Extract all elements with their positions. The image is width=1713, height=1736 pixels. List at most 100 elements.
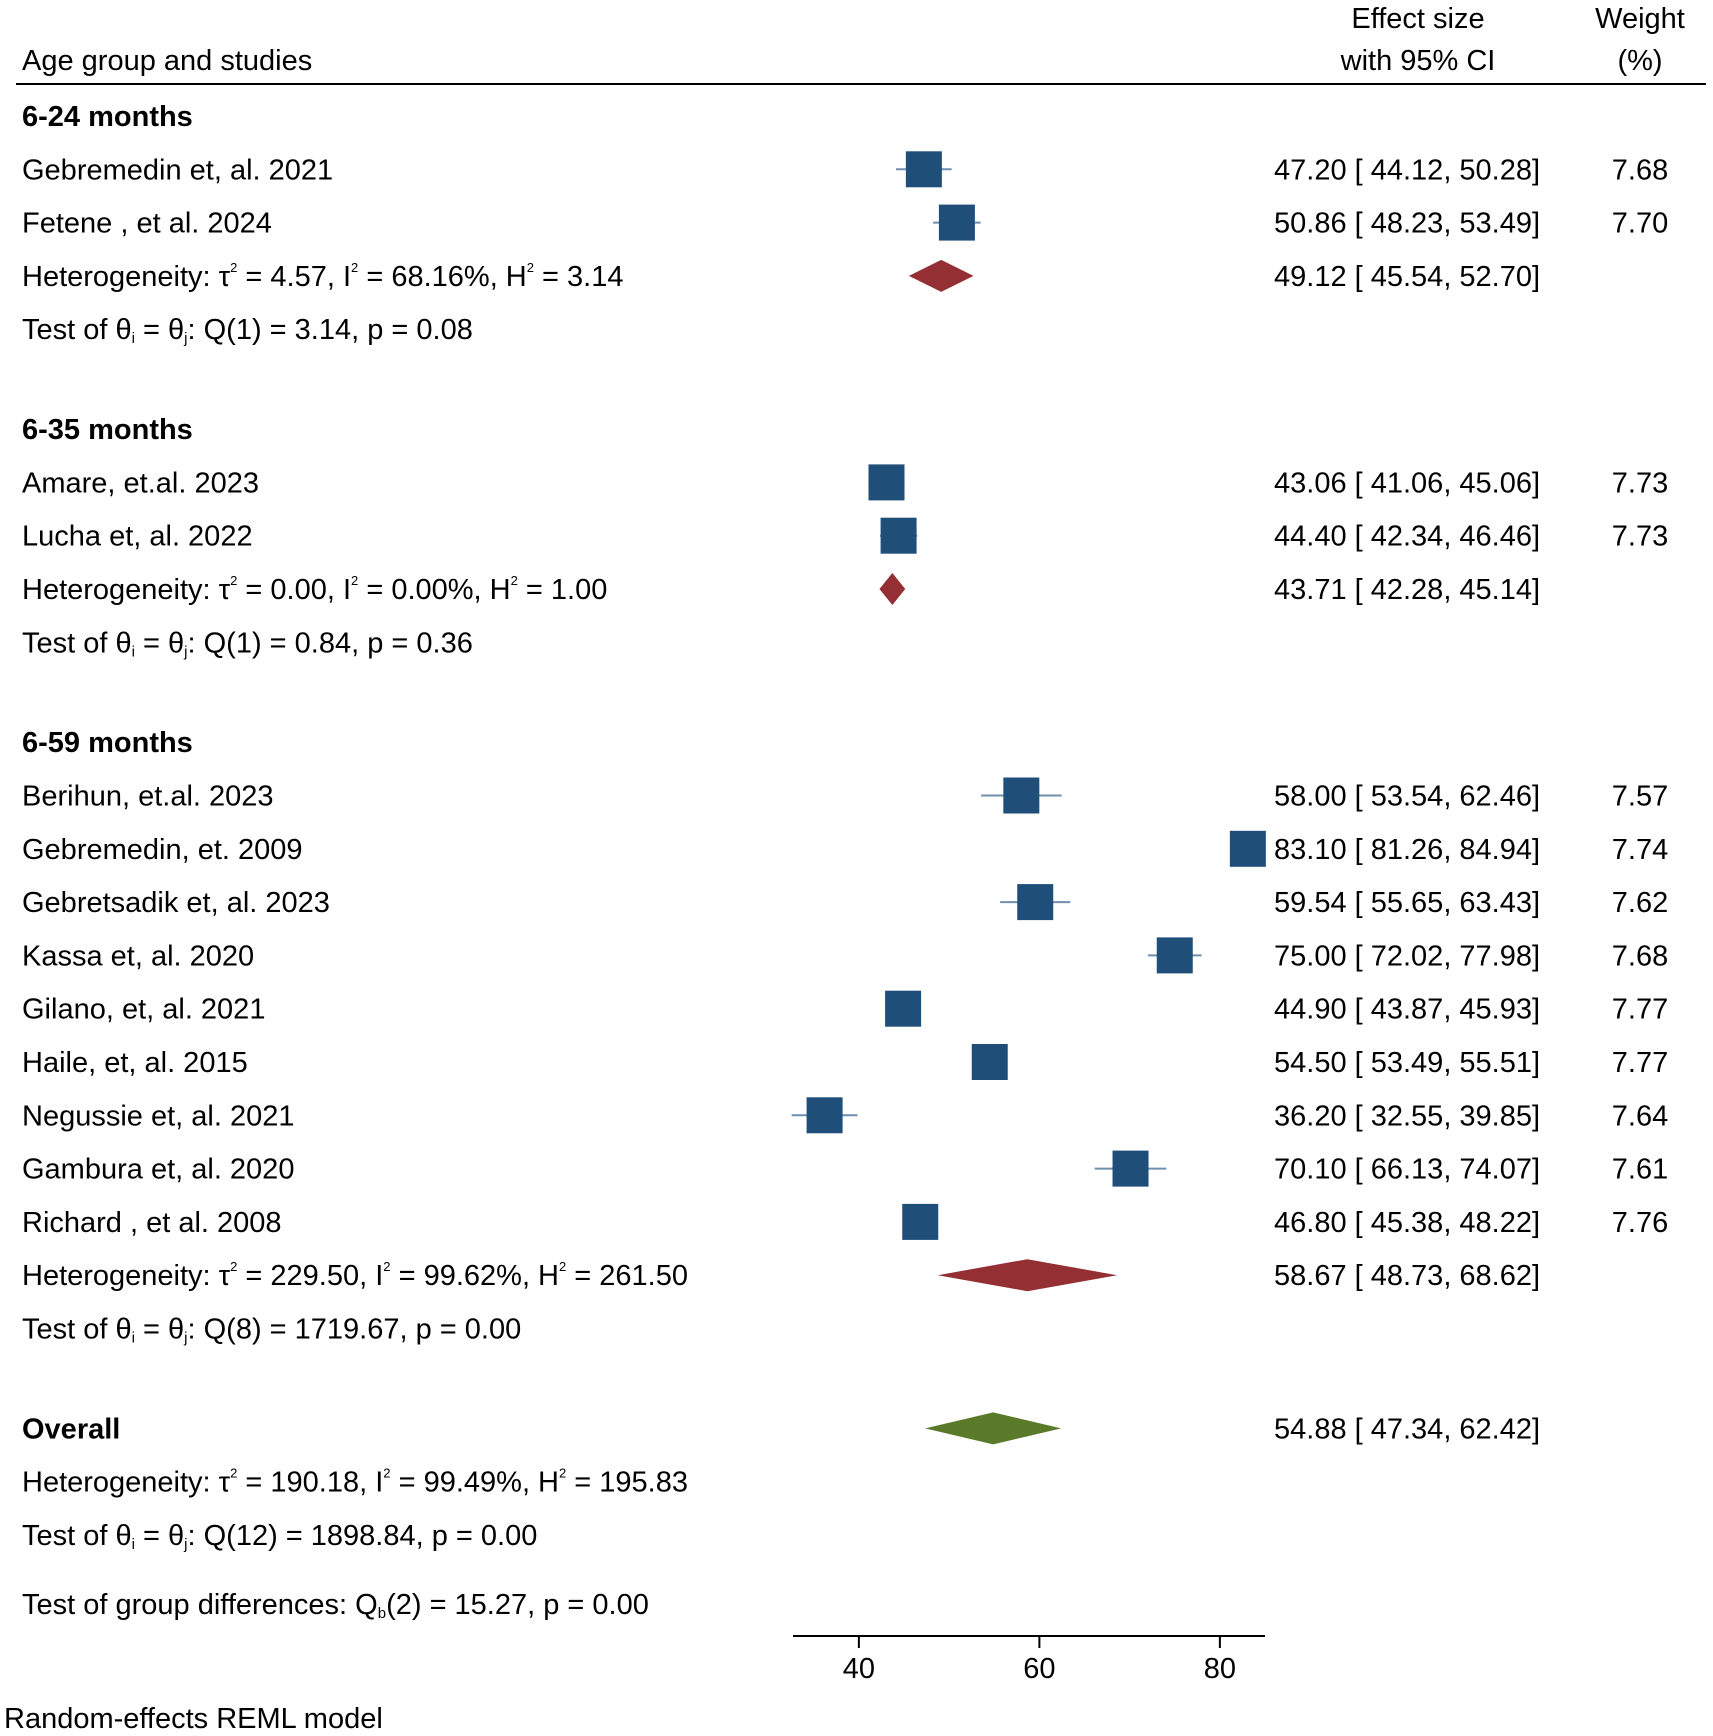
group-heterogeneity: Heterogeneity: τ2 = 0.00, I2 = 0.00%, H2… (22, 573, 607, 606)
study-effect-box (868, 464, 905, 501)
group-test: Test of θi = θj: Q(1) = 3.14, p = 0.08 (22, 314, 473, 347)
test-prefix: Test of θ (22, 1314, 132, 1346)
test-rest: : Q(12) = 1898.84, p = 0.00 (188, 1520, 538, 1552)
overall-test: Test of θi = θj: Q(12) = 1898.84, p = 0.… (22, 1520, 537, 1553)
study-effect-box (905, 151, 942, 188)
overall-ci-text: 54.88 [ 47.34, 62.42] (1274, 1413, 1540, 1445)
superscript-2: 2 (511, 573, 518, 588)
study-effect-box (885, 990, 922, 1027)
het-i2: = 68.16%, H (358, 261, 526, 293)
subscript-i: i (132, 1330, 135, 1347)
study-weight: 7.70 (1612, 208, 1668, 240)
superscript-2: 2 (527, 260, 534, 275)
superscript-2: 2 (230, 260, 237, 275)
het-prefix: Heterogeneity: τ (22, 574, 231, 606)
superscript-2: 2 (230, 573, 237, 588)
het-h2: = 195.83 (566, 1467, 688, 1499)
group-differences-test: Test of group differences: Qb(2) = 15.27… (22, 1589, 649, 1622)
forest-rows: 6-24 months Gebremedin et, al. 2021 47.20 … (22, 101, 1668, 1685)
test-rest: : Q(8) = 1719.67, p = 0.00 (188, 1314, 522, 1346)
study-effect-box (1156, 937, 1193, 974)
subgroup-ci-text: 49.12 [ 45.54, 52.70] (1274, 261, 1540, 293)
test-eq: = θ (135, 1520, 184, 1552)
overall-label: Overall (22, 1413, 120, 1445)
study-name: Amare, et.al. 2023 (22, 467, 259, 499)
test-prefix: Test of θ (22, 314, 132, 346)
superscript-2: 2 (559, 1259, 566, 1274)
study-weight: 7.77 (1612, 994, 1668, 1026)
test-prefix: Test of θ (22, 1520, 132, 1552)
subgroup-diamond (879, 573, 906, 605)
study-weight: 7.61 (1612, 1154, 1668, 1186)
study-name: Gebretsadik et, al. 2023 (22, 887, 330, 919)
subscript-j: j (183, 1330, 187, 1347)
study-ci-text: 70.10 [ 66.13, 74.07] (1274, 1154, 1540, 1186)
study-ci-text: 44.40 [ 42.34, 46.46] (1274, 521, 1540, 553)
study-name: Richard , et al. 2008 (22, 1207, 282, 1239)
x-axis-tick-label: 80 (1204, 1653, 1236, 1685)
group-label: 6-24 months (22, 101, 193, 133)
subscript-i: i (132, 1536, 135, 1553)
study-name: Lucha et, al. 2022 (22, 521, 253, 553)
header-study-column: Age group and studies (22, 45, 312, 77)
study-weight: 7.57 (1612, 781, 1668, 813)
study-weight: 7.76 (1612, 1207, 1668, 1239)
test-eq: = θ (135, 1314, 184, 1346)
header-effect-line2: with 95% CI (1340, 45, 1496, 77)
het-h2: = 3.14 (534, 261, 624, 293)
superscript-2: 2 (559, 1466, 566, 1481)
het-i2: = 99.62%, H (391, 1260, 559, 1292)
het-i2: = 0.00%, H (358, 574, 510, 606)
model-note: Random-effects REML model (4, 1703, 383, 1735)
het-tau2: = 4.57, I (237, 261, 351, 293)
overall-heterogeneity: Heterogeneity: τ2 = 190.18, I2 = 99.49%,… (22, 1466, 688, 1499)
study-ci-text: 36.20 [ 32.55, 39.85] (1274, 1100, 1540, 1132)
study-name: Berihun, et.al. 2023 (22, 781, 274, 813)
study-effect-box (1229, 830, 1266, 867)
study-name: Haile, et, al. 2015 (22, 1047, 248, 1079)
superscript-2: 2 (230, 1466, 237, 1481)
x-axis-tick-label: 40 (843, 1653, 875, 1685)
study-weight: 7.73 (1612, 521, 1668, 553)
header-effect-line1: Effect size (1351, 3, 1484, 35)
subgroup-ci-text: 58.67 [ 48.73, 68.62] (1274, 1260, 1540, 1292)
study-ci-text: 44.90 [ 43.87, 45.93] (1274, 994, 1540, 1026)
het-i2: = 99.49%, H (391, 1467, 559, 1499)
study-name: Negussie et, al. 2021 (22, 1100, 294, 1132)
study-weight: 7.77 (1612, 1047, 1668, 1079)
study-ci-text: 58.00 [ 53.54, 62.46] (1274, 781, 1540, 813)
study-name: Kassa et, al. 2020 (22, 940, 254, 972)
superscript-2: 2 (230, 1259, 237, 1274)
subscript-i: i (132, 330, 135, 347)
study-weight: 7.73 (1612, 467, 1668, 499)
group-heterogeneity: Heterogeneity: τ2 = 4.57, I2 = 68.16%, H… (22, 260, 623, 293)
study-ci-text: 54.50 [ 53.49, 55.51] (1274, 1047, 1540, 1079)
study-weight: 7.74 (1612, 834, 1668, 866)
subscript-j: j (183, 1536, 187, 1553)
study-weight: 7.68 (1612, 154, 1668, 186)
subscript-b: b (378, 1605, 386, 1622)
study-effect-box (806, 1097, 843, 1134)
superscript-2: 2 (351, 573, 358, 588)
study-effect-box (1017, 884, 1054, 921)
study-name: Gebremedin et, al. 2021 (22, 154, 333, 186)
study-ci-text: 47.20 [ 44.12, 50.28] (1274, 154, 1540, 186)
study-effect-box (880, 517, 917, 554)
superscript-2: 2 (383, 1259, 390, 1274)
header-weight-line1: Weight (1595, 3, 1685, 35)
group-diff-prefix: Test of group differences: Q (22, 1589, 378, 1621)
superscript-2: 2 (383, 1466, 390, 1481)
study-effect-box (1112, 1150, 1149, 1187)
test-eq: = θ (135, 314, 184, 346)
het-prefix: Heterogeneity: τ (22, 1467, 231, 1499)
study-name: Gebremedin, et. 2009 (22, 834, 303, 866)
study-effect-box (1003, 777, 1040, 814)
x-axis-tick-label: 60 (1023, 1653, 1055, 1685)
subscript-j: j (183, 330, 187, 347)
het-h2: = 1.00 (518, 574, 608, 606)
study-weight: 7.64 (1612, 1100, 1668, 1132)
study-name: Fetene , et al. 2024 (22, 208, 272, 240)
het-prefix: Heterogeneity: τ (22, 1260, 231, 1292)
test-eq: = θ (135, 627, 184, 659)
